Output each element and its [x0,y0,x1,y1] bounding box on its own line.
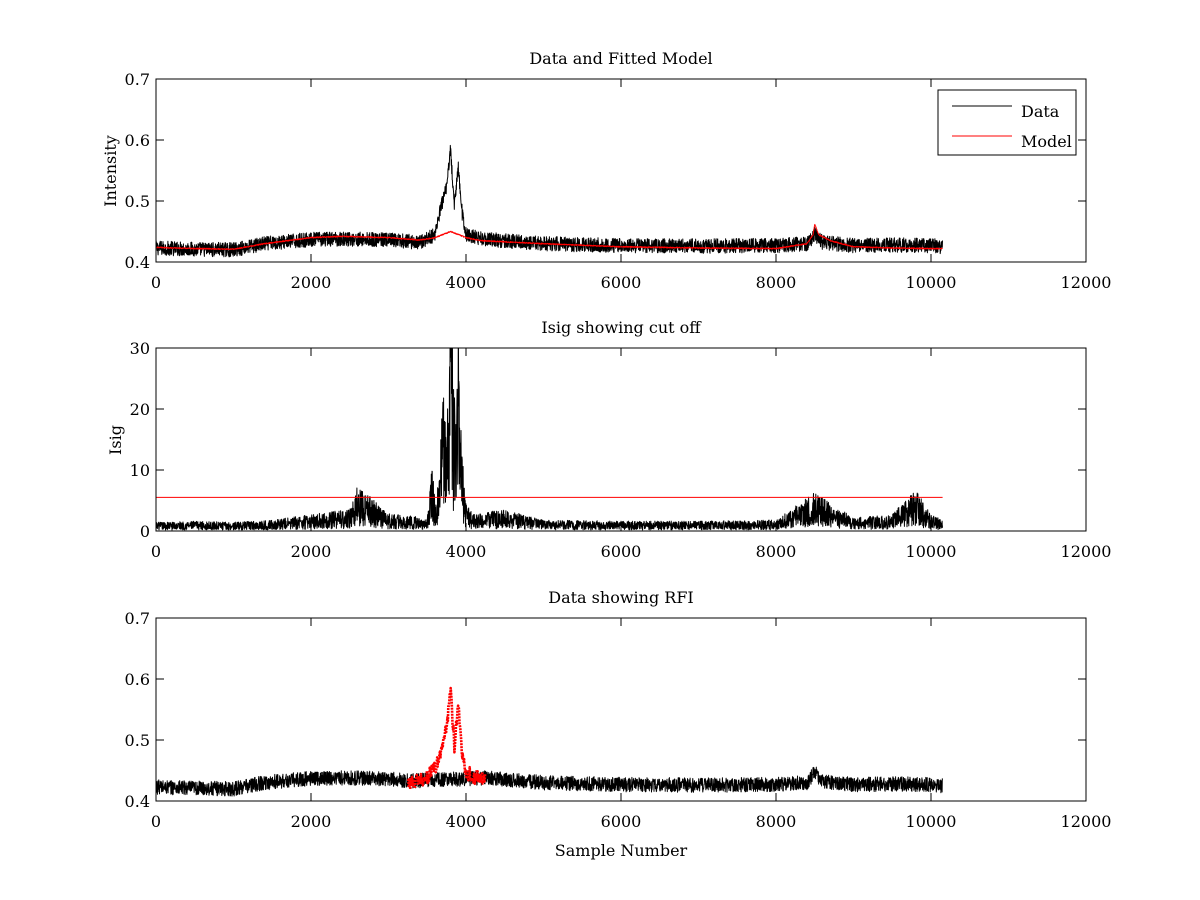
panel-2-xtick-label: 6000 [601,542,642,561]
panel-2-xtick-label: 2000 [291,542,332,561]
panel-3-xtick-label: 0 [151,812,161,831]
panel-1-plot-area: 0 2000 4000 6000 8000 10000 12000 0.4 0.5 0.6 0.7 [125,70,1112,292]
panel-2-ytick-label: 0 [140,522,150,541]
panel-2-xtick-label: 10000 [906,542,957,561]
panel-2-ylabel: Isig [106,425,125,455]
legend-model-label: Model [1021,132,1072,151]
panel-2-ytick-label: 10 [130,461,150,480]
panel-3-title: Data showing RFI [548,588,693,607]
panel-1-xtick-label: 6000 [601,273,642,292]
panel-3-ytick-label: 0.5 [125,731,150,750]
panel-3-series-1 [156,766,943,797]
panel-1-xtick-label: 12000 [1061,273,1112,292]
panel-1-ytick-label: 0.6 [125,131,150,150]
panel-2-ytick-label: 30 [130,339,150,358]
panel-3-xtick-label: 4000 [446,812,487,831]
panel-1-xtick-label: 8000 [756,273,797,292]
panel-2-title: Isig showing cut off [541,318,702,337]
panel-1-title: Data and Fitted Model [529,49,712,68]
panel-data-and-fitted-model: Data and Fitted Model Intensity 0 2000 400… [101,49,1111,292]
panel-1-xtick-label: 10000 [906,273,957,292]
panel-1-ytick-label: 0.7 [125,70,150,89]
panel-1-series-layer [156,144,943,258]
panel-3-ytick-label: 0.7 [125,609,150,628]
panel-2-xtick-label: 4000 [446,542,487,561]
legend-data-label: Data [1021,102,1060,121]
panel-1-series-2 [156,223,943,251]
panel-2-series-layer [156,348,943,531]
panel-1-legend: Data Model [937,89,1077,156]
panel-3-series-2 [406,686,487,791]
panel-3-xtick-label: 6000 [601,812,642,831]
panel-1-xtick-label: 4000 [446,273,487,292]
panel-3-xtick-label: 10000 [906,812,957,831]
panel-3-plot-area: 0 2000 4000 6000 8000 10000 12000 0.4 0.5 0.6 0.7 [125,609,1112,831]
panel-2-plot-area: 0 2000 4000 6000 8000 10000 12000 0 10 20 30 [130,339,1112,561]
panel-3-xtick-label: 8000 [756,812,797,831]
panel-isig-showing-cut-off: Isig showing cut off Isig 0 2000 4000 6000 8… [106,318,1112,561]
panel-1-ylabel: Intensity [101,135,120,207]
panel-3-xlabel: Sample Number [555,841,688,860]
panel-3-ytick-label: 0.4 [125,792,150,811]
panel-1-ytick-label: 0.5 [125,192,150,211]
panel-3-series-layer [156,686,943,797]
panel-1-xtick-label: 2000 [291,273,332,292]
panel-2-ytick-label: 20 [130,400,150,419]
panel-3-ytick-label: 0.6 [125,670,150,689]
panel-2-xtick-label: 8000 [756,542,797,561]
panel-1-xtick-label: 0 [151,273,161,292]
panel-data-showing-rfi: Data showing RFI Sample Number 0 2000 4000… [125,588,1112,860]
panel-3-xtick-label: 2000 [291,812,332,831]
panel-1-ytick-label: 0.4 [125,253,150,272]
panel-3-xtick-label: 12000 [1061,812,1112,831]
panel-2-xtick-label: 0 [151,542,161,561]
legend-box [937,89,1077,156]
panel-2-series-1 [156,348,943,531]
panel-1-series-1 [156,144,943,258]
panel-2-xtick-label: 12000 [1061,542,1112,561]
